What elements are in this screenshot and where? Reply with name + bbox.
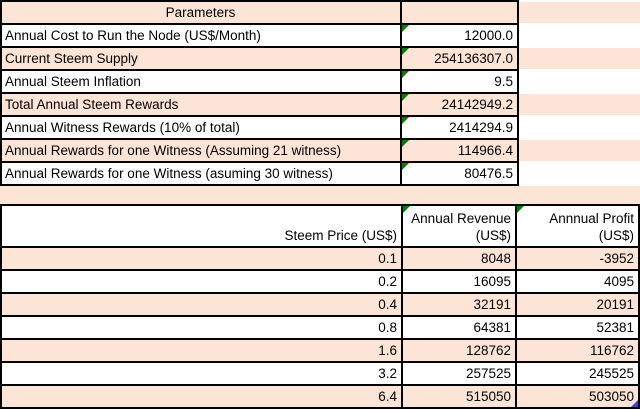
profit-cell[interactable]: 52381 [517,317,638,338]
separator-band [0,186,640,204]
row-banding-strip [519,0,640,186]
profit-cell[interactable]: 20191 [517,294,638,315]
revenue-cell[interactable]: 8048 [403,248,515,269]
profit-cell[interactable]: -3952 [517,248,638,269]
formula-flag-icon [402,25,409,32]
revenue-header-cell[interactable]: Annual Revenue (US$) [403,206,515,246]
price-cell[interactable]: 0.8 [2,317,401,338]
band-stripe [519,117,640,138]
band-stripe [519,71,640,92]
price-cell[interactable]: 0.2 [2,271,401,292]
price-cell[interactable]: 0.1 [2,248,401,269]
param-value-cell[interactable]: 12000.0 [402,25,517,46]
formula-flag-icon [402,94,409,101]
param-label-cell[interactable]: Annual Rewards for one Witness (asuming … [2,163,400,184]
param-value-cell[interactable]: 24142949.2 [402,94,517,115]
param-label-cell[interactable]: Current Steem Supply [2,48,400,69]
param-label-cell[interactable]: Annual Cost to Run the Node (US$/Month) [2,25,400,46]
parameters-title-value-cell[interactable] [402,2,517,23]
band-stripe [519,25,640,46]
profit-header-cell[interactable]: Annnual Profit (US$) [517,206,638,246]
param-value-cell[interactable]: 80476.5 [402,163,517,184]
param-value-cell[interactable]: 114966.4 [402,140,517,161]
price-cell[interactable]: 0.4 [2,294,401,315]
formula-flag-icon [402,71,409,78]
param-value: 9.5 [494,74,513,89]
param-label-cell[interactable]: Annual Steem Inflation [2,71,400,92]
profit-cell[interactable]: 4095 [517,271,638,292]
formula-flag-icon [402,48,409,55]
profit-cell[interactable]: 116762 [517,340,638,361]
formula-flag-icon [403,206,410,213]
param-value: 114966.4 [457,143,513,158]
parameters-title-cell[interactable]: Parameters [2,2,400,23]
param-value: 24142949.2 [441,97,513,112]
param-label-cell[interactable]: Annual Rewards for one Witness (Assuming… [2,140,400,161]
smart-tag-icon [631,400,638,407]
profit-header: Annnual Profit (US$) [549,211,634,243]
param-label-cell[interactable]: Annual Witness Rewards (10% of total) [2,117,400,138]
price-header-cell[interactable]: Steem Price (US$) [2,206,401,246]
band-stripe [519,94,640,115]
parameters-table: Parameters Annual Cost to Run the Node (… [0,0,519,186]
param-label-cell[interactable]: Total Annual Steem Rewards [2,94,400,115]
param-value-cell[interactable]: 254136307.0 [402,48,517,69]
band-stripe [519,2,640,23]
formula-flag-icon [402,140,409,147]
formula-flag-icon [402,117,409,124]
formula-flag-icon [517,206,524,213]
revenue-header: Annual Revenue (US$) [411,211,511,243]
formula-flag-icon [402,163,409,170]
band-stripe [519,163,640,184]
revenue-cell[interactable]: 32191 [403,294,515,315]
profit-value: 503050 [588,389,634,404]
revenue-cell[interactable]: 16095 [403,271,515,292]
price-cell[interactable]: 3.2 [2,363,401,384]
band-stripe [519,140,640,161]
param-value: 12000.0 [464,28,513,43]
revenue-cell[interactable]: 128762 [403,340,515,361]
price-cell[interactable]: 1.6 [2,340,401,361]
param-value-cell[interactable]: 9.5 [402,71,517,92]
param-value: 2414294.9 [449,120,513,135]
revenue-cell[interactable]: 515050 [403,386,515,407]
price-cell[interactable]: 6.4 [2,386,401,407]
profit-cell[interactable]: 503050 [517,386,638,407]
profit-cell[interactable]: 245525 [517,363,638,384]
param-value: 80476.5 [464,166,513,181]
revenue-cell[interactable]: 257525 [403,363,515,384]
band-stripe [519,48,640,69]
param-value: 254136307.0 [434,51,513,66]
revenue-cell[interactable]: 64381 [403,317,515,338]
projection-table: Steem Price (US$) Annual Revenue (US$) A… [0,204,640,409]
param-value-cell[interactable]: 2414294.9 [402,117,517,138]
